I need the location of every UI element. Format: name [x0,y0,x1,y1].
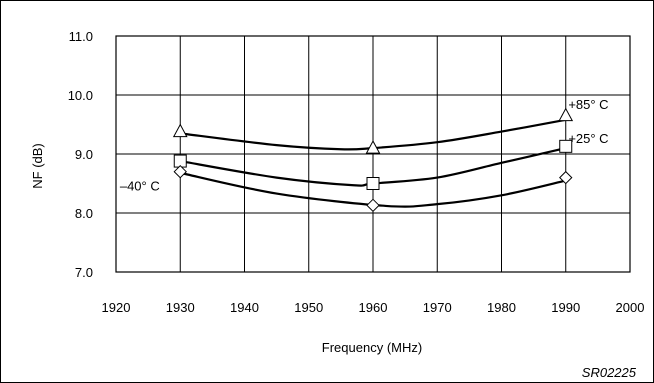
plot-area-border [115,35,631,273]
y-tick-label: 9.0 [75,147,93,162]
y-tick-label: 8.0 [75,206,93,221]
series-square: +25° C [173,131,609,190]
x-axis-label: Frequency (MHz) [322,340,422,355]
diamond-marker [173,164,187,179]
y-tick-label: 10.0 [68,88,93,103]
series-diamond: –40° C [120,164,573,213]
triangle-marker [365,140,381,154]
x-tick-label: 1920 [102,300,131,315]
x-tick-label: 1970 [423,300,452,315]
series-label: +25° C [568,131,608,146]
x-tick-label: 2000 [616,300,645,315]
figure-id: SR02225 [582,365,637,380]
series-label: +85° C [568,97,608,112]
x-tick-labels: 1920 1930 1940 1950 1960 1970 1980 1990 2000 [102,300,645,315]
y-tick-label: 11.0 [69,29,93,44]
x-tick-label: 1950 [294,300,323,315]
x-tick-label: 1930 [166,300,195,315]
diamond-marker [366,198,380,213]
diamond-marker [559,170,573,185]
y-axis-label: NF (dB) [30,143,45,189]
series-label: –40° C [120,178,160,193]
y-tick-label: 7.0 [75,265,93,280]
y-tick-labels: 7.0 8.0 9.0 10.0 11.0 [68,29,93,280]
x-tick-label: 1990 [551,300,580,315]
triangle-marker [558,107,574,122]
triangle-marker [172,123,188,138]
series-line [180,171,566,208]
x-tick-label: 1940 [230,300,259,315]
series-triangle: +85° C [172,97,609,154]
square-marker [559,139,573,153]
square-marker [366,177,380,190]
x-tick-label: 1960 [359,300,388,315]
x-tick-label: 1980 [487,300,516,315]
series-layer: +85° C +25° C –40° C [120,97,609,213]
